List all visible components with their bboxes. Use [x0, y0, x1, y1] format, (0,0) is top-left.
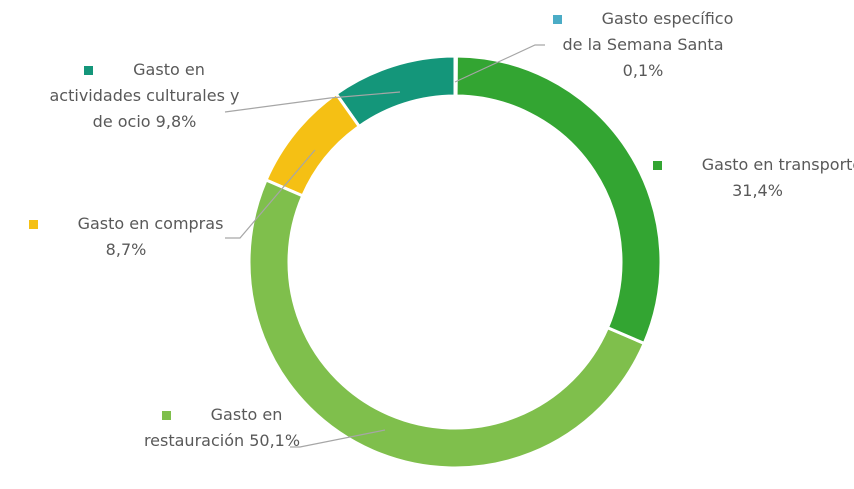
data-label: Gasto específico de la Semana Santa 0,1%	[548, 6, 738, 84]
legend-swatch	[28, 220, 38, 229]
value-label: 0,1%	[622, 61, 664, 80]
legend-swatch	[84, 66, 94, 75]
category-label: Gasto en actividades culturales y de oci…	[49, 60, 240, 131]
value-label: 31,4%	[732, 181, 783, 200]
donut-segment	[454, 54, 663, 346]
donut-segment	[264, 91, 362, 198]
category-label: Gasto en restauración	[143, 405, 283, 450]
legend-swatch	[652, 161, 662, 170]
data-label: Gasto en transporte 31,4%	[650, 152, 854, 204]
donut-segment	[334, 54, 457, 129]
data-label: Gasto en actividades culturales y de oci…	[42, 57, 247, 135]
leader-line	[225, 149, 316, 239]
legend-swatch	[161, 411, 171, 420]
donut-segment	[453, 54, 458, 98]
data-label: Gasto en restauración 50,1%	[132, 402, 312, 454]
value-label: 8,7%	[105, 240, 147, 259]
category-label: Gasto en compras	[77, 214, 224, 233]
category-label: Gasto específico de la Semana Santa	[562, 9, 734, 54]
category-label: Gasto en transporte	[701, 155, 854, 174]
leader-line	[224, 91, 401, 113]
legend-swatch	[552, 15, 562, 24]
value-label: 50,1%	[249, 431, 301, 450]
leader-line	[454, 44, 545, 83]
data-label: Gasto en compras 8,7%	[12, 211, 240, 263]
donut-segment	[247, 177, 647, 470]
value-label: 9,8%	[155, 112, 197, 131]
leader-line	[290, 429, 386, 448]
